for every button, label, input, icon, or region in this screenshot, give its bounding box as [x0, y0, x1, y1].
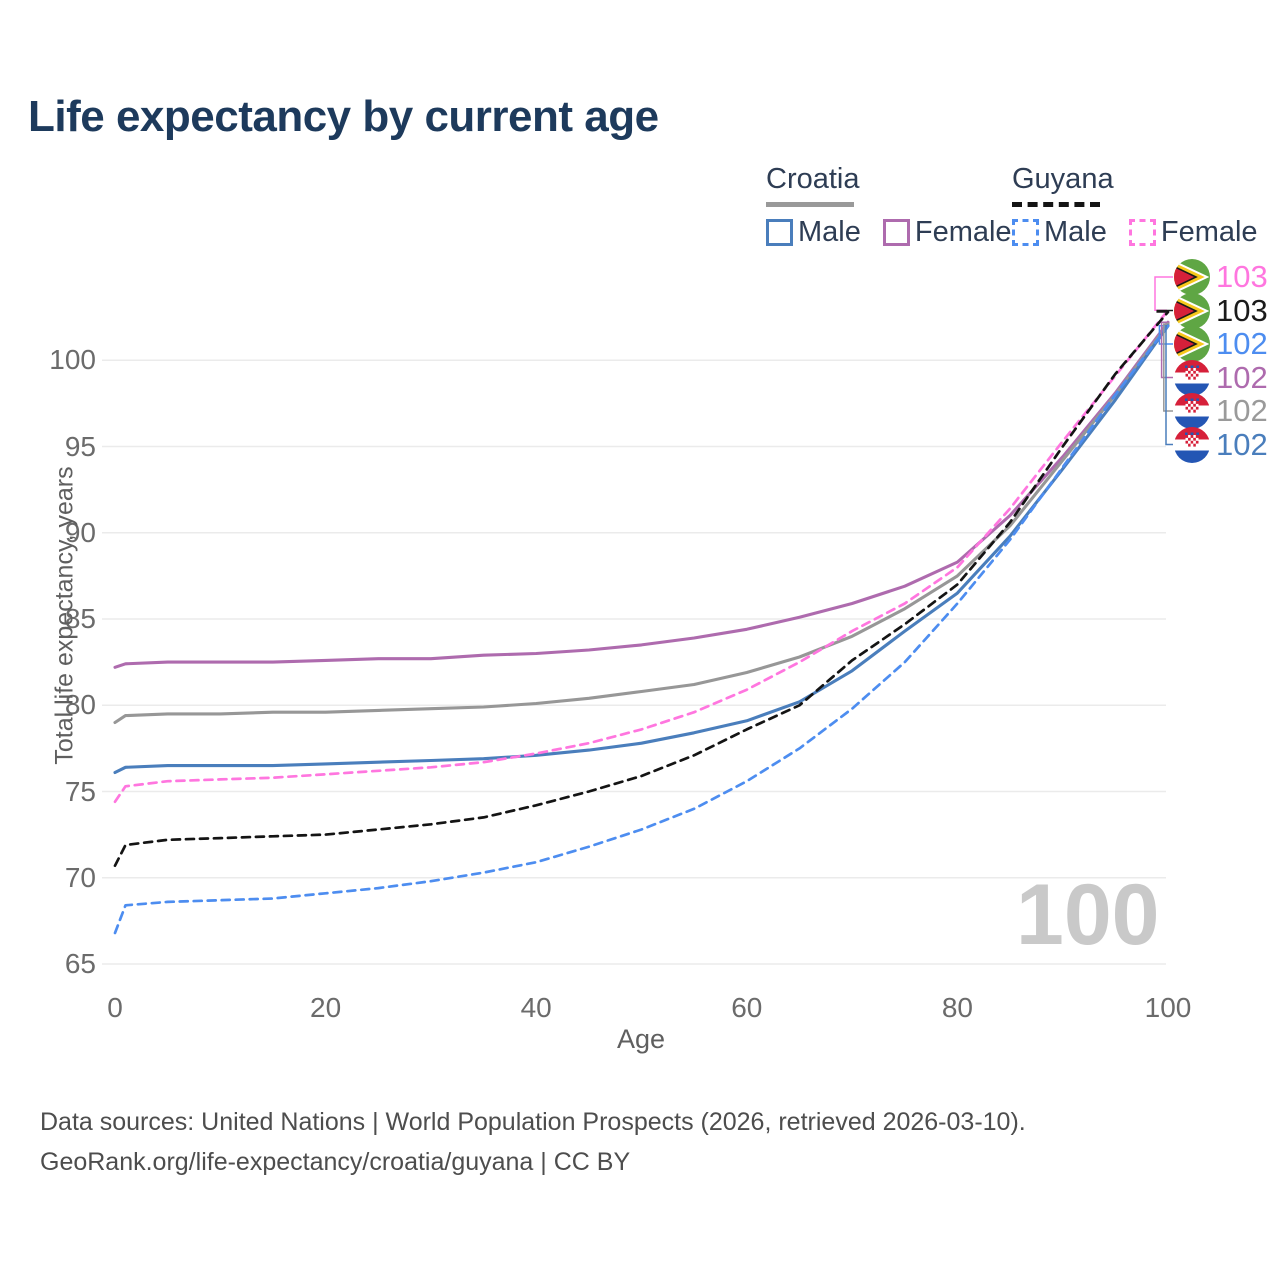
legend-label-croatia-male[interactable]: Male [798, 216, 861, 248]
guyana-flag-icon [1174, 259, 1210, 295]
legend-group-croatia: Croatia Male Female [766, 163, 1034, 249]
x-tick-label-100: 100 [1144, 992, 1192, 1023]
end-label-croatia_total: 102 [1174, 393, 1268, 429]
series-line-guyana_male [113, 324, 1170, 935]
legend-line-style-dashed [1012, 202, 1100, 207]
legend-swatch-guyana-male[interactable] [1012, 219, 1039, 246]
end-value-guyana_male: 102 [1216, 326, 1268, 361]
x-tick-label-40: 40 [520, 992, 552, 1023]
end-label-croatia_female: 102 [1174, 359, 1268, 396]
legend-label-croatia-female[interactable]: Female [914, 216, 1012, 248]
y-tick-label-70: 70 [64, 861, 96, 893]
croatia-flag-icon [1174, 426, 1210, 463]
y-tick-label-95: 95 [64, 430, 96, 462]
leader-line-guyana_total [1156, 309, 1173, 313]
leader-line-croatia_total [1163, 323, 1173, 412]
y-tick-label-80: 80 [64, 689, 96, 721]
legend-line-style-solid [766, 202, 854, 207]
y-tick-label-75: 75 [64, 775, 96, 807]
end-value-croatia_male: 102 [1216, 426, 1268, 462]
legend-country-croatia: Croatia [766, 163, 860, 195]
end-value-croatia_total: 102 [1216, 393, 1268, 428]
guyana-flag-icon [1174, 292, 1210, 329]
legend-swatch-croatia-male[interactable] [766, 219, 793, 246]
x-tick-label-20: 20 [310, 992, 342, 1023]
x-tick-label-60: 60 [731, 992, 763, 1023]
x-tick-label-80: 80 [941, 992, 973, 1023]
series-line-croatia_total [113, 322, 1170, 725]
legend-swatch-croatia-female[interactable] [882, 219, 910, 246]
series-line-croatia_male [113, 324, 1170, 775]
legend-label-guyana-male[interactable]: Male [1044, 216, 1107, 248]
legend-group-guyana: Guyana Male Female [1012, 163, 1280, 249]
y-axis-title: Total life expectancy, years [50, 466, 79, 765]
end-value-guyana_total: 103 [1216, 292, 1268, 328]
footer-attribution: GeoRank.org/life-expectancy/croatia/guya… [40, 1148, 631, 1176]
series-line-croatia_female [113, 320, 1170, 669]
end-label-guyana_male: 102 [1174, 326, 1268, 362]
leader-line-croatia_female [1160, 321, 1173, 379]
end-label-guyana_female: 103 [1174, 259, 1268, 295]
guyana-flag-icon [1174, 326, 1210, 362]
x-tick-label-0: 0 [107, 992, 123, 1023]
croatia-flag-icon [1174, 359, 1210, 396]
y-tick-label-65: 65 [64, 948, 96, 979]
legend-country-guyana: Guyana [1012, 163, 1114, 195]
series-line-guyana_female [113, 308, 1170, 804]
end-value-croatia_female: 102 [1216, 359, 1268, 395]
y-tick-label-100: 100 [49, 344, 96, 376]
x-axis-title: Age [616, 1024, 666, 1054]
page-title: Life expectancy by current age [28, 92, 659, 141]
footer-data-sources: Data sources: United Nations | World Pop… [40, 1108, 1026, 1136]
y-tick-label-90: 90 [64, 516, 96, 548]
croatia-flag-icon [1174, 393, 1210, 429]
y-tick-label-85: 85 [64, 603, 96, 634]
series-line-guyana_total [113, 310, 1170, 868]
age-watermark: 100 [1016, 867, 1160, 963]
leader-line-croatia_male [1165, 325, 1173, 446]
legend-swatch-guyana-female[interactable] [1128, 219, 1156, 246]
end-label-guyana_total: 103 [1174, 292, 1268, 329]
end-value-guyana_female: 103 [1216, 259, 1268, 294]
end-label-croatia_male: 102 [1174, 426, 1268, 463]
legend-label-guyana-female[interactable]: Female [1160, 216, 1258, 248]
leader-line-guyana_female [1154, 276, 1173, 311]
